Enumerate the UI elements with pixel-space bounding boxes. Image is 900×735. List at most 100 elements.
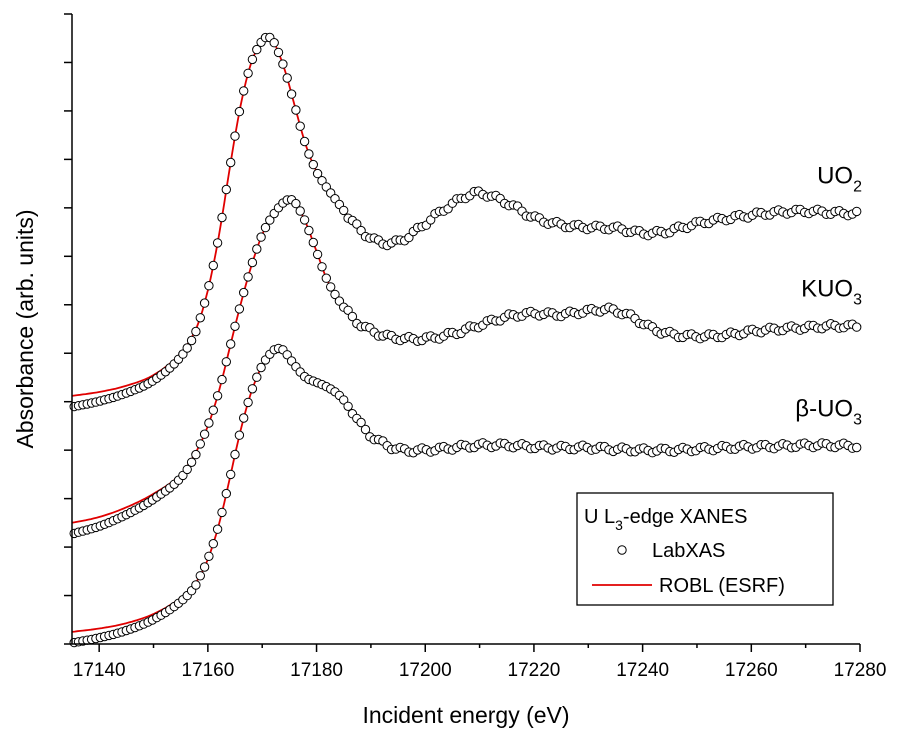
labxas-point [195,313,206,323]
x-tick-label: 17220 [508,660,561,681]
labxas-point [260,222,271,233]
labxas-point [243,68,253,79]
labxas-point [299,215,310,225]
x-axis-title: Incident energy (eV) [362,702,569,728]
labxas-point [339,205,349,216]
legend-title: U L3-edge XANES [584,506,747,533]
legend-title-part-2: -edge XANES [623,506,748,528]
x-tick-label: 17240 [616,660,669,681]
labxas-point [247,257,258,268]
labxas-point [226,339,236,349]
labxas-point [308,159,318,170]
labxas-point [295,121,305,131]
labxas-point [282,73,292,83]
labxas-point [199,562,210,572]
legend-title-subscript: 3 [615,517,623,533]
labxas-point [234,430,245,440]
labxas-point [186,457,197,467]
x-tick-label: 17140 [73,660,126,681]
labxas-point [312,168,323,179]
labxas-point [243,272,253,282]
labxas-point [278,59,288,69]
labxas-point [291,198,301,209]
y-ticks [64,13,72,645]
labxas-point [852,206,862,217]
labxas-point [347,311,358,322]
x-tick-label: 17200 [399,660,452,681]
labxas-point [226,469,236,480]
labxas-point [265,215,275,225]
labxas-point [343,401,353,411]
labxas-point [217,212,227,223]
labxas-point [256,232,266,242]
series-label: KUO3 [801,276,862,309]
labxas-point [230,449,240,460]
labxas-point [221,488,232,499]
x-tick-label: 17260 [725,660,778,681]
series-0 [69,32,862,412]
plot-area [69,32,862,648]
series-label-subscript: 3 [853,292,862,309]
legend-labxas-marker [617,545,627,555]
labxas-point [852,322,862,332]
labxas-point [273,47,284,58]
labxas-point [352,219,362,229]
labxas-point [234,304,245,314]
labxas-point [239,413,249,423]
series-label-main: UO [817,163,853,190]
series-layer [69,32,862,648]
labxas-point [330,289,340,300]
series-label: UO2 [817,163,862,196]
labxas-point [191,326,201,337]
labxas-point [256,362,266,373]
labxas-point [360,424,371,435]
labxas-point [221,357,232,367]
labxas-point [252,44,262,55]
labxas-point [208,260,219,271]
labxas-point [212,524,223,534]
labxas-point [226,157,236,168]
y-axis-title: Absorbance (arb. units) [12,209,38,448]
labxas-point [282,350,292,360]
labxas-point [317,262,327,272]
labxas-point [208,539,219,549]
series-label: β-UO3 [795,395,862,428]
labxas-point [204,418,214,428]
labxas-point [252,372,262,382]
labxas-point [199,298,210,308]
labxas-point [326,282,336,292]
series-2 [69,343,862,648]
labxas-point [186,335,197,346]
legend-title-part-1: U L [584,506,615,528]
labxas-point [182,464,192,475]
labxas-point [199,429,210,439]
series-label-main: β-UO [795,395,853,422]
series-1 [69,195,862,539]
labxas-point [217,374,227,385]
labxas-point [195,571,206,581]
legend-robl-label: ROBL (ESRF) [659,575,785,597]
series-label-subscript: 2 [853,179,862,196]
legend: U L3-edge XANES LabXAS ROBL (ESRF) [576,492,834,606]
labxas-point [239,287,249,298]
legend-labxas-label: LabXAS [652,540,725,562]
labxas-point [269,38,279,48]
labxas-point [286,89,297,99]
series-label-main: KUO [801,276,853,303]
labxas-point [299,136,310,147]
x-tick-label: 17180 [290,660,343,681]
x-tick-label: 17280 [834,660,887,681]
labxas-point [212,391,223,401]
labxas-point [204,551,214,561]
labxas-point [234,106,245,117]
labxas-point [312,249,323,260]
x-tick-label: 17160 [181,660,234,681]
labxas-point [221,184,232,195]
labxas-point [291,105,301,115]
labxas-point [304,225,314,236]
labxas-point [208,405,219,415]
labxas-point [252,244,262,254]
labxas-point [217,507,227,518]
